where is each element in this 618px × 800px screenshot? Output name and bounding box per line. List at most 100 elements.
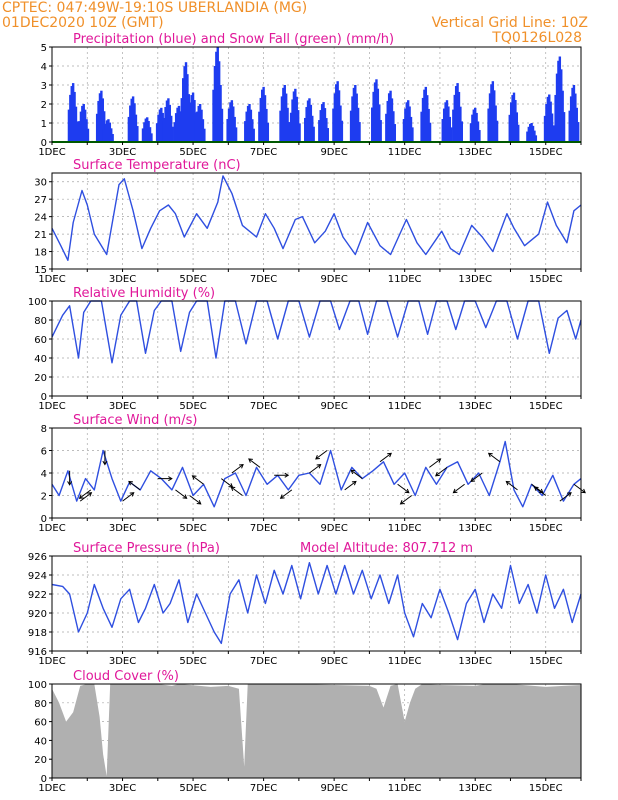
wind-vector-shaft <box>220 478 233 488</box>
precip-bar <box>143 122 146 142</box>
wind-vector <box>487 452 501 463</box>
x-tick-label: 7DEC <box>250 783 277 794</box>
precip-bar <box>478 130 481 142</box>
y-tick-label: 80 <box>34 699 47 710</box>
station-header: CPTEC: 047:49W-19:10S UBERLANDIA (MG) <box>2 0 308 16</box>
precip-bar <box>526 131 529 142</box>
precip-bar <box>187 114 191 142</box>
precip-bar <box>141 128 145 142</box>
x-tick-label: 5DEC <box>179 147 206 158</box>
precip-bar <box>453 94 456 142</box>
precip-bar <box>258 111 261 142</box>
precip-bar <box>67 109 71 142</box>
precip-bar <box>545 104 548 142</box>
precip-bar <box>568 110 571 142</box>
precip-bar <box>514 100 517 142</box>
precip-bar <box>234 127 238 142</box>
y-tick-label: 15 <box>34 265 47 276</box>
precip-bar <box>405 102 408 142</box>
precip-bar <box>335 84 338 142</box>
wind-vector-shaft <box>192 475 204 485</box>
wind-vector-head <box>487 452 493 458</box>
y-tick-label: 20 <box>34 755 47 766</box>
y-tick-label: 100 <box>28 680 47 691</box>
precip-bar <box>162 117 166 142</box>
precip-bar <box>356 107 360 142</box>
series-line <box>51 440 582 508</box>
panel-1 <box>49 172 582 272</box>
y-tick-label: 6 <box>41 447 47 458</box>
precip-bar <box>286 107 289 142</box>
precip-bar <box>111 134 114 142</box>
wind-vector-head <box>533 486 539 491</box>
y-tick-label: 30 <box>34 178 47 189</box>
wind-vector-head <box>191 475 197 480</box>
x-tick-label: 11DEC <box>388 783 422 794</box>
x-tick-label: 11DEC <box>388 147 422 158</box>
precip-bar <box>85 119 88 142</box>
precip-bar <box>558 56 562 142</box>
wind-vector <box>248 458 261 468</box>
wind-vector-head <box>78 494 84 499</box>
precip-bar <box>494 105 497 142</box>
precip-bar <box>262 86 265 142</box>
precip-bar <box>389 90 392 142</box>
precip-bar <box>548 94 551 142</box>
precip-bar <box>423 89 426 142</box>
precip-bar <box>372 91 375 142</box>
precip-bar <box>515 112 519 142</box>
precip-bar <box>304 117 307 142</box>
precip-bar <box>509 102 513 142</box>
wind-vector-head <box>538 488 544 494</box>
precip-bar <box>476 121 480 142</box>
precip-bar <box>527 126 531 142</box>
precip-bar <box>562 112 566 142</box>
y-tick-label: 920 <box>28 609 47 620</box>
precip-bar <box>134 114 138 142</box>
panel-title: Cloud Cover (%) <box>73 669 179 684</box>
x-tick-label: 7DEC <box>250 401 277 412</box>
precip-bar <box>311 115 314 142</box>
panel-frame <box>51 300 582 397</box>
panel-frame <box>51 555 582 652</box>
wind-vector-shaft <box>128 481 141 491</box>
precip-bar <box>320 104 324 142</box>
precip-bar <box>424 86 428 142</box>
precip-bar <box>420 111 423 142</box>
precip-bar <box>104 123 107 142</box>
precip-bar <box>283 85 286 142</box>
y-tick-label: 21 <box>34 230 47 241</box>
precip-bar <box>457 91 461 142</box>
panel-frame <box>51 46 582 143</box>
x-tick-label: 3DEC <box>109 783 136 794</box>
precip-bar <box>251 119 254 142</box>
precip-bar <box>158 109 162 142</box>
precip-bar <box>318 120 321 142</box>
y-tick-label: 0 <box>41 514 47 525</box>
wind-vector <box>231 464 244 474</box>
panel-3 <box>49 427 586 521</box>
wind-vector <box>102 450 108 466</box>
y-tick-label: 5 <box>41 43 47 54</box>
wind-vector-head <box>387 452 392 458</box>
precip-bar <box>493 90 496 142</box>
precip-bar <box>386 100 389 142</box>
wind-vector <box>531 483 544 494</box>
precip-bar <box>217 61 221 142</box>
precip-bar <box>133 103 136 142</box>
wind-vector-head <box>196 500 202 505</box>
precip-bar <box>447 106 450 142</box>
precip-bar <box>351 96 354 142</box>
x-tick-label: 13DEC <box>458 656 492 667</box>
precip-bar <box>352 87 356 142</box>
y-tick-label: 60 <box>34 335 47 346</box>
wind-vector-shaft <box>280 489 293 499</box>
precip-bar <box>246 105 250 142</box>
wind-vector-shaft <box>344 481 357 491</box>
precip-bar <box>495 120 499 142</box>
precip-bar <box>456 83 459 142</box>
wind-vector-head <box>284 472 290 478</box>
precip-bar <box>213 66 217 142</box>
precip-bar <box>263 95 267 142</box>
precip-bar <box>248 104 251 142</box>
